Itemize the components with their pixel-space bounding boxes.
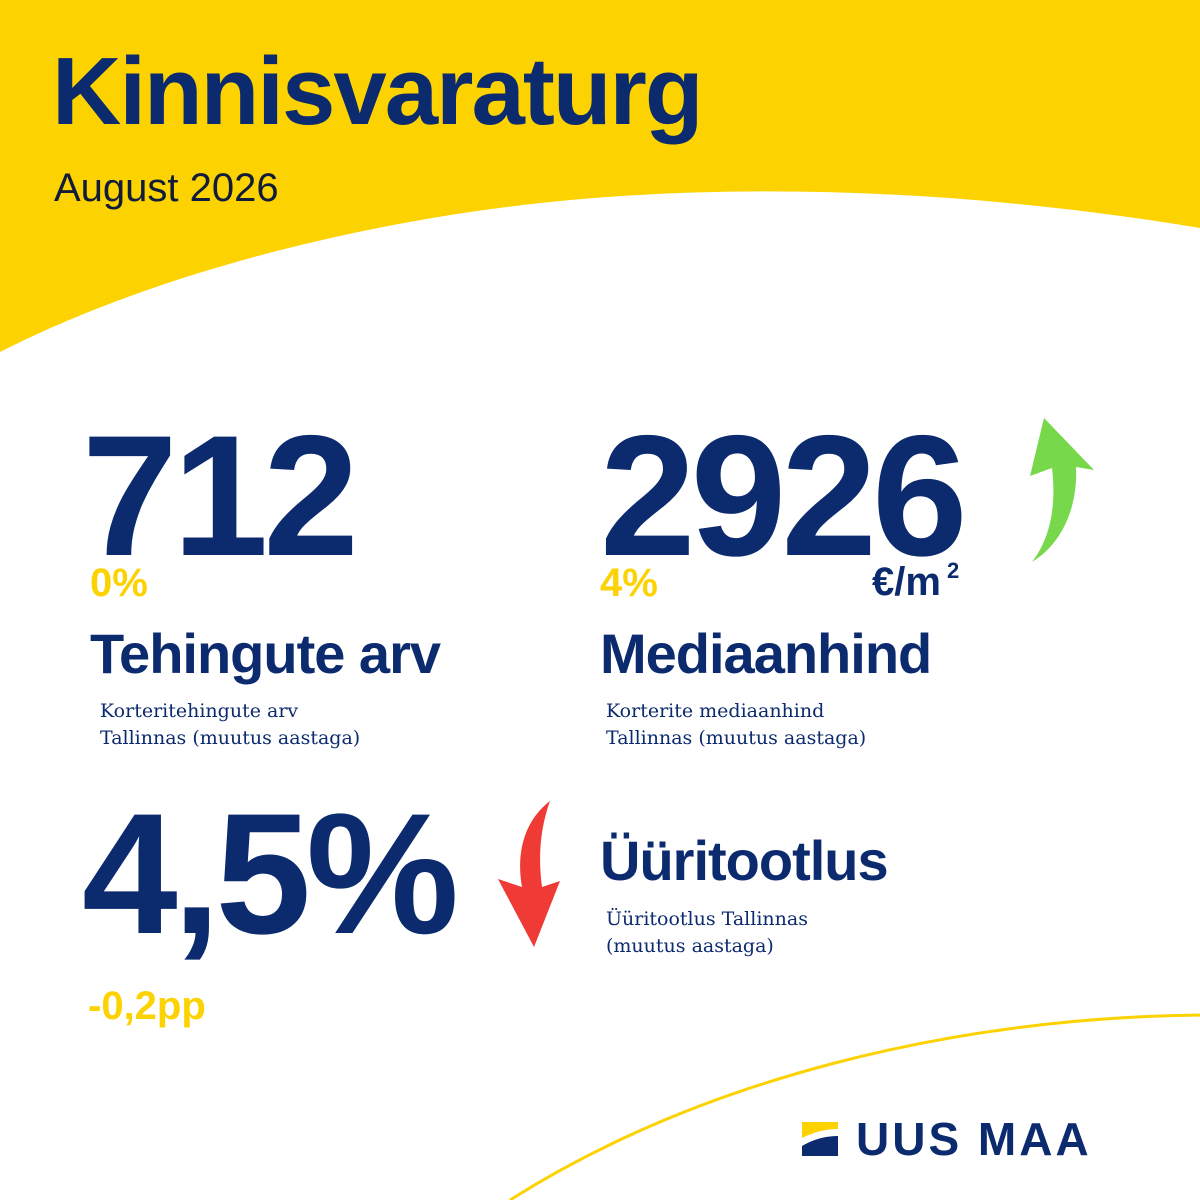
- median-price-unit: €/m 2: [872, 560, 959, 604]
- unit-text: €/m: [872, 560, 941, 604]
- median-price-label: Mediaanhind: [600, 622, 932, 685]
- footer-yellow-curve: [509, 1013, 1200, 1200]
- arrow-up-icon: [1030, 418, 1094, 562]
- header-yellow-wave: [0, 0, 1200, 352]
- page-title: Kinnisvaraturg: [52, 38, 703, 145]
- rental-yield-value: 4,5%: [82, 778, 459, 970]
- page-subtitle-date: August 2026: [54, 166, 279, 210]
- transactions-label: Tehingute arv: [90, 622, 441, 685]
- median-price-value: 2926: [600, 400, 968, 592]
- arrow-down-icon: [498, 801, 560, 947]
- transactions-value: 712: [82, 400, 359, 592]
- logo-mark-icon: [802, 1122, 838, 1156]
- transactions-description: Korteritehingute arv Tallinnas (muutus a…: [100, 700, 361, 749]
- rental-yield-label: Üüritootlus: [600, 829, 889, 892]
- logo-wordmark: UUS MAA: [856, 1113, 1092, 1165]
- unit-superscript: 2: [946, 558, 960, 583]
- rental-yield-description: Üüritootlus Tallinnas (muutus aastaga): [606, 908, 808, 957]
- median-price-description: Korterite mediaanhind Tallinnas (muutus …: [606, 700, 867, 749]
- transactions-change: 0%: [90, 561, 148, 605]
- median-price-change: 4%: [600, 561, 658, 605]
- uus-maa-logo: UUS MAA: [802, 1116, 1092, 1162]
- rental-yield-change: -0,2pp: [88, 984, 206, 1028]
